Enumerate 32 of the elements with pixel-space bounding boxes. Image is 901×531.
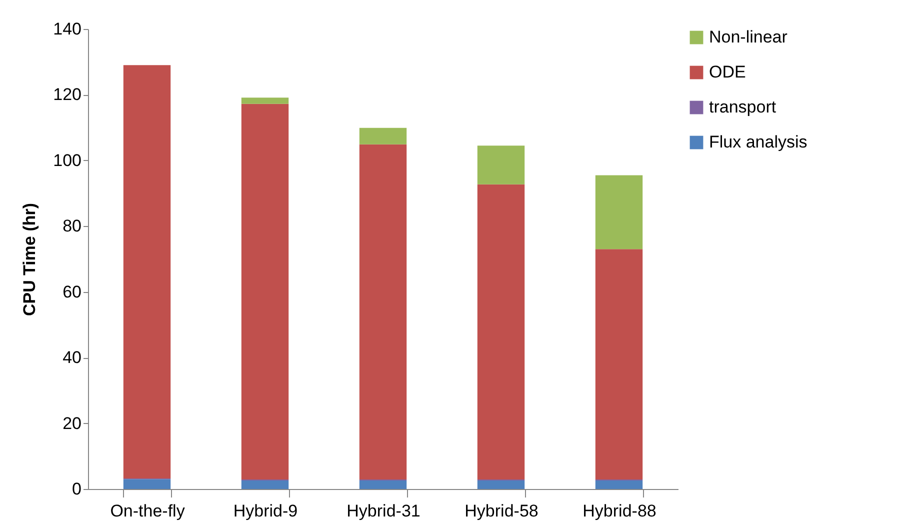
bar bbox=[241, 480, 289, 489]
bar bbox=[241, 104, 289, 480]
bar bbox=[359, 480, 407, 489]
y-axis-title: CPU Time (hr) bbox=[20, 202, 40, 316]
y-tick-label: 0 bbox=[72, 480, 82, 498]
bar bbox=[241, 98, 289, 104]
y-tick-label: 40 bbox=[62, 348, 82, 368]
x-tick-label: Hybrid-31 bbox=[346, 502, 420, 520]
bar bbox=[123, 65, 171, 478]
y-tick-label: 120 bbox=[53, 85, 82, 104]
y-tick-label: 80 bbox=[62, 216, 82, 236]
bar bbox=[477, 146, 525, 184]
y-tick-label: 100 bbox=[53, 150, 82, 170]
x-tick-label: On-the-fly bbox=[110, 502, 186, 520]
bar bbox=[595, 249, 643, 480]
bar bbox=[595, 175, 643, 250]
bar bbox=[477, 480, 525, 489]
x-tick-label: Hybrid-9 bbox=[233, 502, 298, 520]
y-tick-label: 20 bbox=[62, 414, 82, 433]
bar bbox=[359, 144, 407, 480]
legend-label: ODE bbox=[709, 62, 746, 82]
x-tick-label: Hybrid-58 bbox=[464, 502, 538, 520]
bar bbox=[595, 480, 643, 489]
x-tick-label: Hybrid-88 bbox=[582, 502, 656, 520]
bar bbox=[123, 479, 171, 489]
legend-label: transport bbox=[709, 98, 776, 116]
bar bbox=[359, 128, 407, 144]
legend-label: Flux analysis bbox=[709, 132, 808, 152]
bar bbox=[477, 184, 525, 480]
legend-label: Non-linear bbox=[709, 28, 788, 46]
y-tick-label: 140 bbox=[53, 20, 82, 38]
y-tick-label: 60 bbox=[62, 282, 82, 302]
